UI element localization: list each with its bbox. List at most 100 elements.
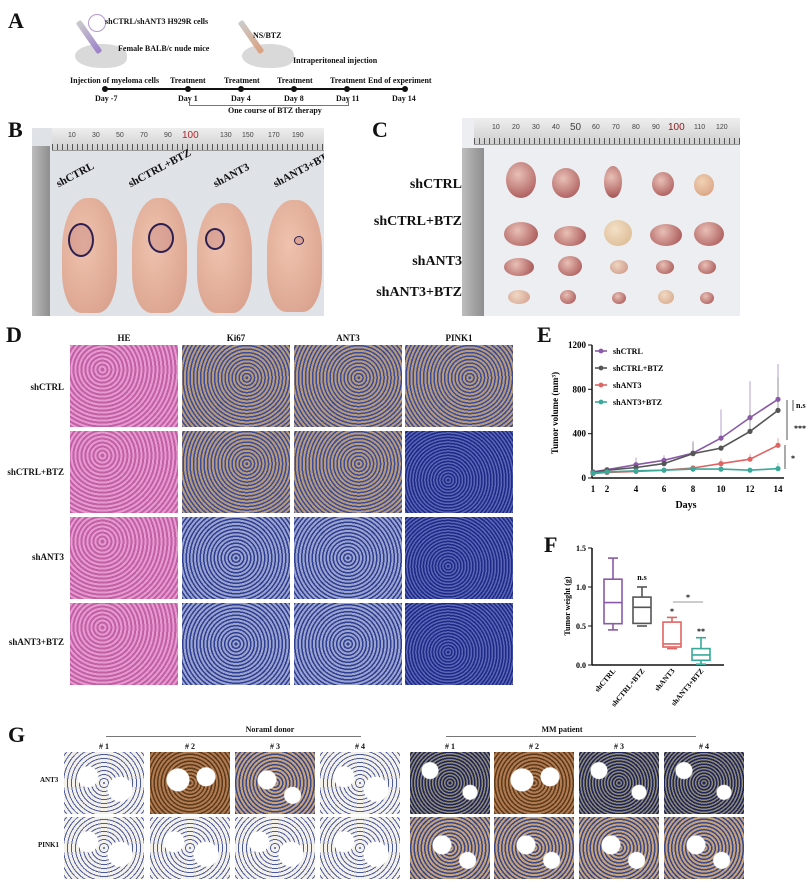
ihc-image: [320, 752, 400, 814]
ihc-image: [410, 752, 490, 814]
tumor-weight-chart: 0.0 0.5 1.0 1.5 Tumor weight (g): [563, 544, 724, 708]
tumor: [694, 222, 724, 246]
row-label: shCTRL: [30, 382, 64, 392]
histology-image: [182, 603, 290, 685]
column-label: ANT3: [336, 333, 360, 343]
tumor: [604, 220, 632, 246]
timeline-axis: [105, 88, 405, 90]
ruler-vertical: [462, 148, 484, 316]
svg-text:6: 6: [662, 484, 667, 494]
svg-text:***: ***: [794, 424, 806, 433]
event-day: Day 8: [284, 94, 304, 103]
svg-text:12: 12: [746, 484, 756, 494]
mice-photo: 10 30 50 70 90 100 130 150 170 190 shCTR…: [32, 128, 324, 316]
histology-image: [405, 431, 513, 513]
panel-d-letter: D: [6, 322, 22, 347]
ihc-image: [150, 817, 230, 879]
event-label: Treatment: [330, 76, 366, 85]
row-label: shANT3: [412, 254, 462, 269]
ruler-horizontal: 10 30 50 70 90 100 130 150 170 190: [52, 128, 324, 151]
y-tick: 800: [573, 384, 587, 394]
bracket-label: One course of BTZ therapy: [228, 106, 322, 115]
tumor-outline: [205, 228, 225, 250]
svg-text:2: 2: [605, 484, 610, 494]
cells-label: shCTRL/shANT3 H929R cells: [105, 17, 209, 26]
event-label: Treatment: [224, 76, 260, 85]
ihc-image: [64, 817, 144, 879]
timeline-dot: [238, 86, 244, 92]
ihc-image: [579, 817, 659, 879]
tumor: [700, 292, 714, 304]
box-shant3: [662, 616, 682, 650]
tumor: [552, 168, 580, 198]
histology-image: [294, 517, 402, 599]
mouse-shant3: [197, 203, 252, 313]
row-label: shANT3+BTZ: [8, 637, 64, 647]
event-label: Treatment: [170, 76, 206, 85]
y-tick: 1200: [568, 340, 587, 350]
ihc-image: [494, 817, 574, 879]
cells-bubble-icon: [88, 14, 106, 32]
histology-image: [182, 345, 290, 427]
histology-image: [294, 345, 402, 427]
mouse-shant3-btz: [267, 200, 322, 312]
x-axis-label: Days: [675, 500, 696, 511]
sample-number: # 4: [355, 742, 365, 751]
event-day: Day 11: [336, 94, 360, 103]
series-shctrl: [592, 398, 779, 473]
histology-image: [182, 431, 290, 513]
row-label: shCTRL+BTZ: [373, 214, 462, 229]
ihc-image: [664, 752, 744, 814]
svg-text:0.0: 0.0: [576, 661, 586, 670]
histology-image: [70, 603, 178, 685]
event-label: Treatment: [277, 76, 313, 85]
tumor: [506, 162, 536, 198]
box-shant3-btz: [691, 636, 711, 665]
histology-image: [70, 517, 178, 599]
event-day: Day -7: [95, 94, 118, 103]
mouse-shctrl-btz: [132, 198, 187, 313]
tumor: [656, 260, 674, 274]
svg-text:1: 1: [591, 484, 596, 494]
ruler-vertical: [32, 146, 50, 316]
svg-text:1.0: 1.0: [576, 583, 586, 592]
ihc-image: [235, 752, 315, 814]
column-label: Ki67: [226, 333, 246, 343]
svg-text:4: 4: [634, 484, 639, 494]
sample-number: # 4: [699, 742, 709, 751]
tumor: [694, 174, 714, 196]
histology-image: [182, 517, 290, 599]
timeline-dot: [402, 86, 408, 92]
row-label: shANT3+BTZ: [376, 285, 462, 300]
histology-image: [405, 345, 513, 427]
ihc-image: [410, 817, 490, 879]
event-label: Injection of myeloma cells: [70, 76, 160, 85]
tumor: [554, 226, 586, 246]
series-shant3-btz: [592, 467, 779, 474]
svg-text:10: 10: [717, 484, 727, 494]
svg-text:shCTRL: shCTRL: [593, 667, 618, 694]
group-line: [106, 736, 361, 737]
tumor: [560, 290, 576, 304]
mouse-shctrl: [62, 198, 117, 313]
tumor: [610, 260, 628, 274]
tumor: [650, 224, 682, 246]
histology-image: [294, 431, 402, 513]
event-day: Day 14: [392, 94, 416, 103]
group-label-mm: MM patient: [541, 725, 583, 734]
tumor: [508, 290, 530, 304]
event-day: Day 4: [231, 94, 251, 103]
tumor-outline: [68, 223, 94, 257]
histology-image: [405, 603, 513, 685]
histology-image: [294, 603, 402, 685]
tumor: [558, 256, 582, 276]
tumor: [698, 260, 716, 274]
svg-text:n.s: n.s: [637, 573, 647, 582]
tumor: [658, 290, 674, 304]
timeline-dot: [185, 86, 191, 92]
timeline-dot: [102, 86, 108, 92]
panel-f-letter: F: [544, 532, 558, 557]
group-line: [446, 736, 696, 737]
row-label: ANT3: [40, 776, 59, 784]
panel-g-letter: G: [8, 722, 26, 747]
